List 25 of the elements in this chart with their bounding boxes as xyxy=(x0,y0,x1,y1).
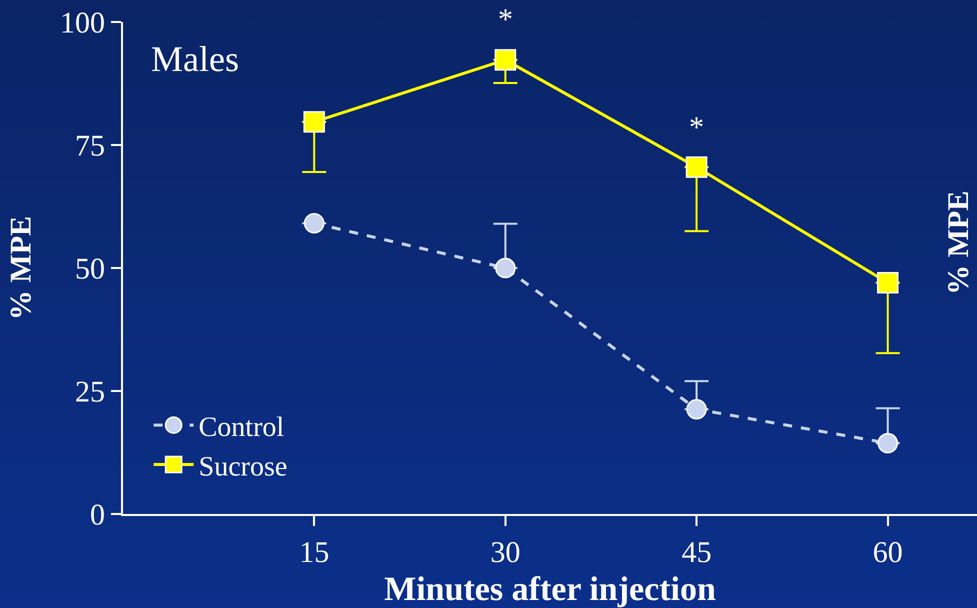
y-axis-title: % MPE xyxy=(4,216,38,320)
point xyxy=(877,272,899,294)
point xyxy=(494,49,516,71)
point xyxy=(878,432,898,454)
point xyxy=(303,111,325,133)
y-tick-label: 25 xyxy=(75,376,105,408)
point xyxy=(686,398,707,420)
x-tick-label: 45 xyxy=(682,536,712,569)
annotation: * xyxy=(689,111,704,144)
legend-label: Control xyxy=(198,412,284,444)
annotation: Males xyxy=(151,39,239,79)
y-tick-label: 50 xyxy=(75,252,105,286)
legend-label: Sucrose xyxy=(198,451,288,482)
x-tick-label: 15 xyxy=(299,536,330,569)
point xyxy=(686,156,708,178)
point xyxy=(304,212,324,234)
annotation: * xyxy=(498,3,513,36)
x-tick-label: 60 xyxy=(872,536,903,569)
y-tick-label: 100 xyxy=(60,6,105,40)
x-axis-title: Minutes after injection xyxy=(384,570,716,608)
x-tick-label: 30 xyxy=(490,536,520,569)
y-tick-label: 0 xyxy=(90,498,105,532)
y-tick-label: 75 xyxy=(75,130,105,162)
point xyxy=(495,258,516,278)
annotation: % MPE xyxy=(942,190,976,295)
